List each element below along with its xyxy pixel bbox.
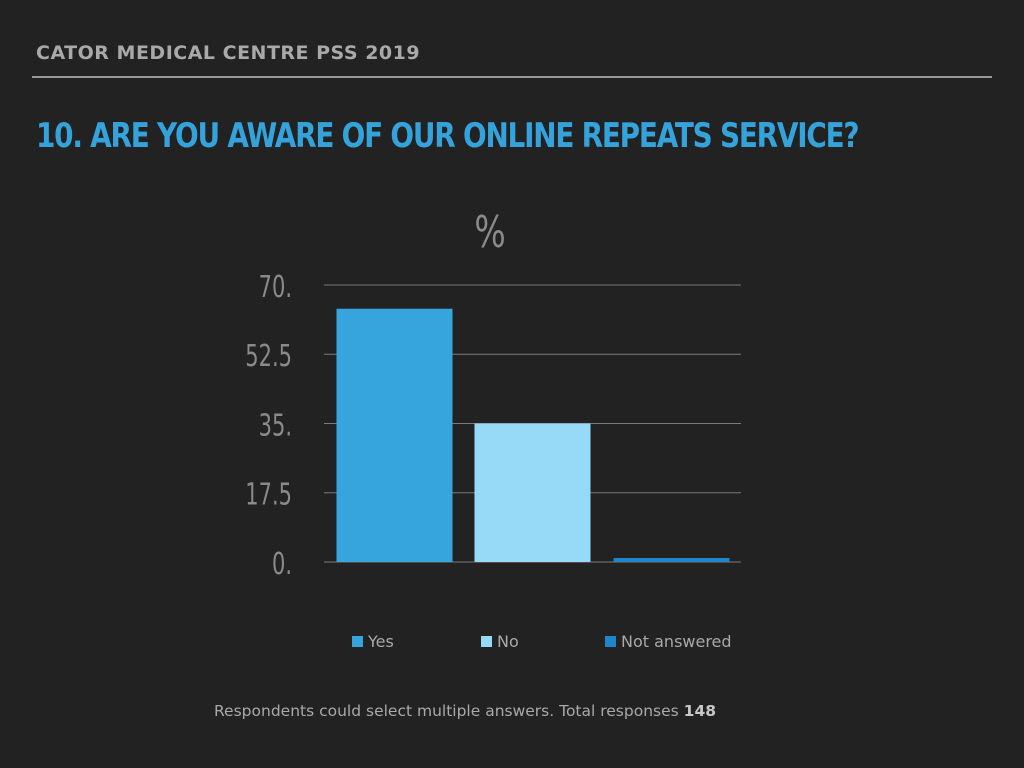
legend-item-no: No bbox=[481, 632, 519, 651]
y-tick-label: 52.5 bbox=[245, 340, 292, 375]
chart-title: % bbox=[474, 207, 505, 258]
legend-label-not-answered: Not answered bbox=[621, 632, 732, 651]
legend-swatch-not-answered bbox=[605, 636, 616, 647]
header-divider bbox=[32, 76, 992, 78]
bar-not-answered bbox=[613, 558, 730, 562]
bar-yes bbox=[336, 308, 453, 562]
legend-item-not-answered: Not answered bbox=[605, 632, 732, 651]
chart-legend: Yes No Not answered bbox=[0, 632, 1024, 652]
presentation-header: CATOR MEDICAL CENTRE PSS 2019 bbox=[36, 42, 421, 64]
y-tick-label: 70. bbox=[259, 270, 292, 305]
legend-swatch-no bbox=[481, 636, 492, 647]
bar-no bbox=[474, 423, 591, 562]
y-tick-label: 35. bbox=[259, 409, 292, 444]
footnote: Respondents could select multiple answer… bbox=[0, 702, 930, 720]
slide-title: 10. ARE YOU AWARE OF OUR ONLINE REPEATS … bbox=[36, 116, 860, 156]
y-axis-ticks: 0. 17.5 35. 52.5 70. bbox=[245, 270, 292, 582]
y-tick-label: 17.5 bbox=[245, 478, 292, 513]
legend-item-yes: Yes bbox=[352, 632, 394, 651]
chart-bars bbox=[336, 308, 730, 562]
footnote-total: 148 bbox=[683, 702, 717, 720]
legend-label-no: No bbox=[497, 632, 519, 651]
y-tick-label: 0. bbox=[272, 547, 292, 582]
legend-swatch-yes bbox=[352, 636, 363, 647]
legend-label-yes: Yes bbox=[368, 632, 394, 651]
footnote-text: Respondents could select multiple answer… bbox=[213, 702, 679, 720]
